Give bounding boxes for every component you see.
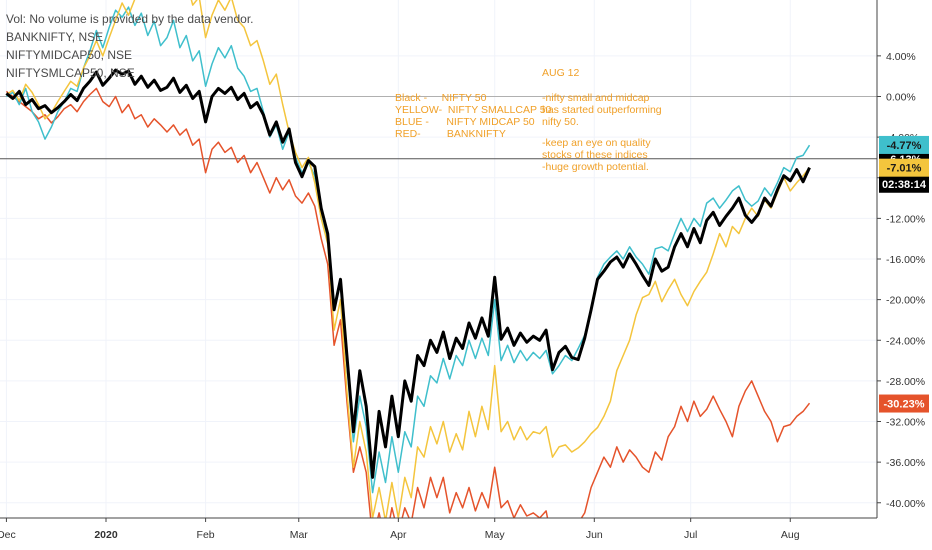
price-tick-label: 4.00% [886, 51, 916, 63]
annotation-comment-line: -nifty small and midcap [542, 92, 650, 104]
annotation-comment-line: -keep an eye on quality [542, 137, 651, 149]
last-value-badge-text: -4.77% [887, 140, 922, 152]
time-tick-label: Aug [781, 529, 800, 541]
time-tick-label: 2020 [94, 529, 118, 541]
price-tick-label: 0.00% [886, 91, 916, 103]
annotation-key-line: YELLOW- NIFTY SMALLCAP 50 [395, 104, 552, 116]
last-value-badge [879, 158, 929, 177]
price-tick-label: -32.00% [886, 417, 925, 429]
time-tick-label: Dec [0, 529, 16, 541]
last-value-badge-text: -7.01% [887, 163, 922, 175]
time-tick-label: Jun [586, 529, 603, 541]
series-line [5, 87, 811, 545]
time-tick-label: Mar [290, 529, 309, 541]
countdown-badge [879, 174, 929, 193]
grid [0, 0, 877, 518]
series-line [5, 0, 811, 522]
time-tick-label: Feb [197, 529, 215, 541]
annotation-comment-line: stocks of these indices [542, 149, 648, 161]
time-axis-background [0, 518, 877, 550]
annotation-key-line: Black - NIFTY 50 [395, 92, 487, 104]
time-tick-label: Jul [684, 529, 697, 541]
time-tick-label: May [485, 529, 506, 541]
countdown-badge-text: 02:38:14 [882, 179, 927, 191]
legend-niftymidcap50[interactable]: NIFTYMIDCAP50, NSE [6, 48, 132, 62]
price-tick-label: -24.00% [886, 335, 925, 347]
legend-volume: Vol: No volume is provided by the data v… [6, 12, 253, 26]
price-axis[interactable]: 4.00%0.00%-4.00%-8.00%-12.00%-16.00%-20.… [876, 0, 932, 550]
legend-niftysmlcap50[interactable]: NIFTYSMLCAP50, NSE [6, 66, 135, 80]
price-tick-label: -36.00% [886, 457, 925, 469]
annotation-comment: AUG 12 -nifty small and midcap has start… [542, 67, 662, 173]
reference-lines [0, 95, 877, 160]
time-tick-label: Apr [390, 529, 407, 541]
price-tick-label: -28.00% [886, 376, 925, 388]
last-value-badge-text: -30.23% [884, 399, 925, 411]
legend: Vol: No volume is provided by the data v… [6, 12, 253, 80]
price-tick-label: -16.00% [886, 254, 925, 266]
last-value-badge [879, 394, 929, 413]
time-axis[interactable]: Dec 2020 Feb Mar Apr May Jun Jul Aug [0, 517, 877, 550]
time-axis-labels: Dec 2020 Feb Mar Apr May Jun Jul Aug [0, 518, 800, 541]
annotation-series-key: Black - NIFTY 50 YELLOW- NIFTY SMALLCAP … [395, 92, 552, 140]
price-axis-background [877, 0, 932, 550]
price-tick-label: -12.00% [886, 213, 925, 225]
price-tick-label: -40.00% [886, 498, 925, 510]
annotation-key-line: BLUE - NIFTY MIDCAP 50 [395, 116, 535, 128]
price-tick-label: -20.00% [886, 295, 925, 307]
series-line [5, 68, 811, 479]
annotation-key-line: RED- BANKNIFTY [395, 128, 506, 140]
annotation-comment-line: AUG 12 [542, 67, 580, 79]
last-value-badge [879, 135, 929, 154]
annotation-comment-line: -huge growth potential. [542, 161, 649, 173]
last-value-badges: -6.13%02:38:14-7.01%-4.77%-30.23% [879, 135, 929, 413]
annotation-comment-line: nifty 50. [542, 116, 579, 128]
legend-banknifty[interactable]: BANKNIFTY, NSE [6, 30, 103, 44]
series-line [5, 6, 811, 494]
series-lines [5, 0, 811, 545]
annotation-comment-line: has started outperforming [542, 104, 662, 116]
